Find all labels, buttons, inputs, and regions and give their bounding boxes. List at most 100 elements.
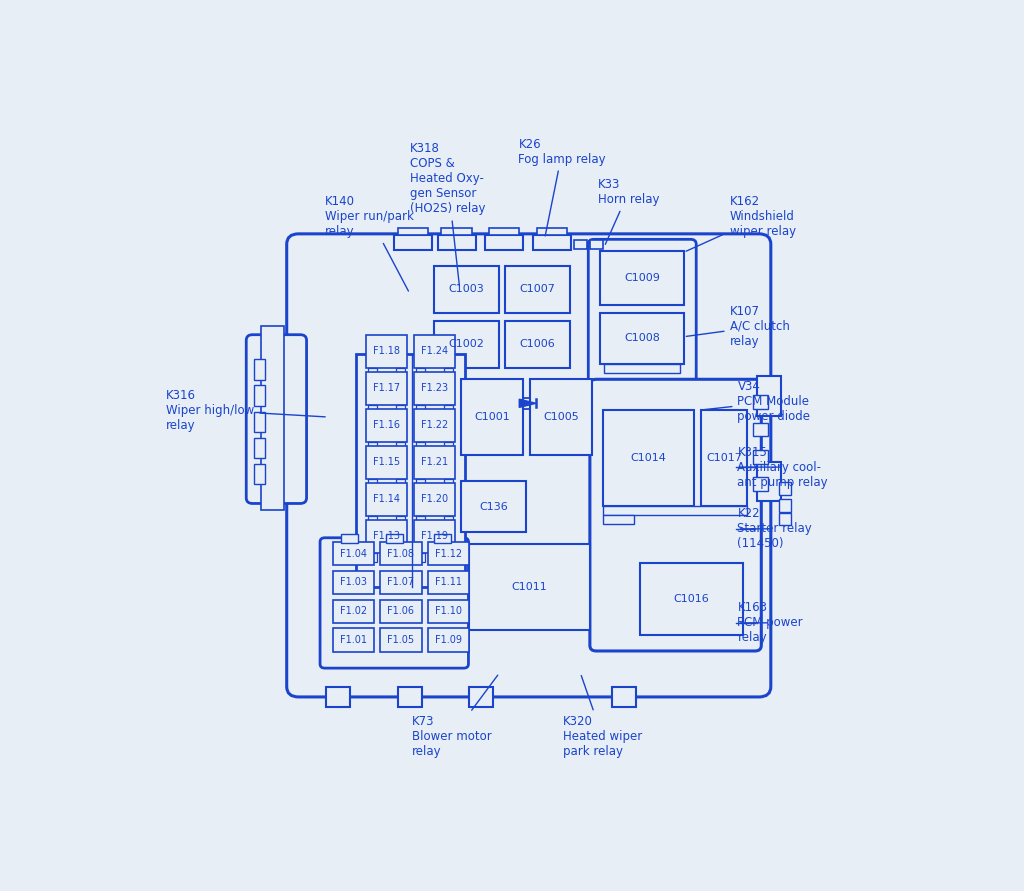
Bar — [414, 520, 455, 552]
Bar — [333, 571, 374, 594]
Bar — [433, 534, 451, 544]
Bar — [254, 437, 265, 458]
Bar — [443, 405, 453, 413]
Bar — [380, 600, 422, 623]
Bar — [433, 321, 499, 368]
Text: C1007: C1007 — [519, 284, 555, 294]
Bar — [505, 321, 570, 368]
Bar — [397, 228, 428, 234]
Text: F1.05: F1.05 — [387, 635, 415, 645]
Text: F1.07: F1.07 — [387, 577, 415, 587]
Bar — [515, 397, 549, 409]
Text: F1.12: F1.12 — [435, 549, 462, 559]
Bar — [443, 478, 453, 487]
Text: F1.03: F1.03 — [340, 577, 367, 587]
Text: F1.17: F1.17 — [373, 383, 400, 393]
Text: F1.08: F1.08 — [387, 549, 415, 559]
Text: C1006: C1006 — [519, 339, 555, 349]
Bar — [416, 405, 425, 413]
Bar — [416, 442, 425, 451]
Text: F1.02: F1.02 — [340, 606, 367, 617]
Bar — [758, 376, 781, 415]
Bar — [443, 442, 453, 451]
Bar — [369, 552, 377, 562]
FancyBboxPatch shape — [590, 380, 761, 651]
Bar — [778, 513, 791, 526]
Bar — [396, 368, 404, 377]
Bar — [396, 442, 404, 451]
Bar — [396, 516, 404, 525]
Text: K22
Starter relay
(11450): K22 Starter relay (11450) — [737, 507, 812, 551]
Text: C1011: C1011 — [512, 582, 548, 592]
Bar — [602, 506, 746, 515]
Bar — [600, 251, 684, 305]
Bar — [600, 313, 684, 364]
Bar — [590, 240, 602, 249]
Bar — [327, 687, 350, 707]
Bar — [489, 228, 519, 234]
Bar — [701, 410, 748, 506]
Bar — [386, 534, 403, 544]
Bar — [367, 335, 408, 368]
Bar — [416, 516, 425, 525]
Text: F1.20: F1.20 — [421, 495, 447, 504]
Bar — [394, 234, 432, 249]
Bar — [416, 478, 425, 487]
Text: F1.04: F1.04 — [340, 549, 367, 559]
Bar — [369, 442, 377, 451]
Text: K162
Windshield
wiper relay: K162 Windshield wiper relay — [686, 195, 796, 251]
Bar — [469, 544, 590, 630]
Text: F1.01: F1.01 — [340, 635, 367, 645]
Text: C1003: C1003 — [449, 284, 484, 294]
Bar — [428, 600, 469, 623]
Bar — [428, 571, 469, 594]
Bar — [754, 450, 768, 463]
Text: K316
Wiper high/low
relay: K316 Wiper high/low relay — [166, 388, 326, 431]
Text: F1.19: F1.19 — [421, 531, 447, 542]
Bar — [380, 571, 422, 594]
Text: F1.23: F1.23 — [421, 383, 447, 393]
Bar — [461, 379, 523, 455]
Text: F1.13: F1.13 — [373, 531, 400, 542]
Polygon shape — [519, 399, 536, 407]
Text: C1014: C1014 — [630, 454, 667, 463]
Text: F1.09: F1.09 — [435, 635, 462, 645]
Bar — [380, 628, 422, 651]
Bar — [254, 386, 265, 406]
Bar — [443, 516, 453, 525]
Bar — [414, 335, 455, 368]
FancyBboxPatch shape — [321, 538, 468, 668]
Text: K315
Auxiliary cool-
ant pump relay: K315 Auxiliary cool- ant pump relay — [737, 446, 828, 488]
Text: K163
PCM power
relay: K163 PCM power relay — [737, 601, 803, 644]
Bar — [396, 405, 404, 413]
Text: C1002: C1002 — [449, 339, 484, 349]
Bar — [754, 395, 768, 409]
Bar — [461, 481, 526, 532]
Bar — [433, 266, 499, 313]
FancyBboxPatch shape — [287, 233, 771, 697]
Bar — [380, 542, 422, 565]
Text: F1.06: F1.06 — [387, 606, 415, 617]
Text: K26
Fog lamp relay: K26 Fog lamp relay — [518, 137, 606, 236]
Text: C1017: C1017 — [707, 454, 742, 463]
Bar — [367, 409, 408, 442]
Bar — [469, 687, 494, 707]
Bar — [602, 410, 694, 506]
Text: C1008: C1008 — [624, 333, 659, 343]
Text: K33
Horn relay: K33 Horn relay — [598, 178, 659, 244]
Text: F1.10: F1.10 — [435, 606, 462, 617]
Bar — [369, 478, 377, 487]
Bar — [414, 372, 455, 405]
Bar — [437, 234, 475, 249]
Text: F1.21: F1.21 — [421, 457, 447, 467]
Bar — [758, 462, 781, 502]
Text: C136: C136 — [479, 502, 508, 511]
Bar — [604, 364, 680, 373]
Text: C1009: C1009 — [624, 273, 659, 282]
Bar — [260, 326, 285, 511]
FancyBboxPatch shape — [246, 335, 306, 503]
Bar — [754, 422, 768, 437]
Bar — [537, 228, 567, 234]
Bar — [396, 552, 404, 562]
Bar — [414, 446, 455, 478]
